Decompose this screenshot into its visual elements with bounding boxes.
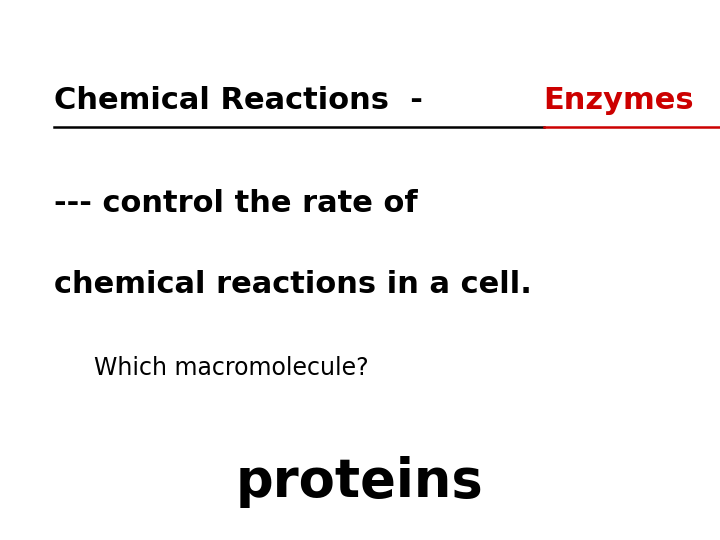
Text: Chemical Reactions  -: Chemical Reactions - <box>54 86 433 116</box>
Text: --- control the rate of: --- control the rate of <box>54 189 418 218</box>
Text: proteins: proteins <box>236 456 484 508</box>
Text: Enzymes: Enzymes <box>544 86 694 116</box>
Text: Which macromolecule?: Which macromolecule? <box>94 356 368 380</box>
Text: chemical reactions in a cell.: chemical reactions in a cell. <box>54 270 532 299</box>
